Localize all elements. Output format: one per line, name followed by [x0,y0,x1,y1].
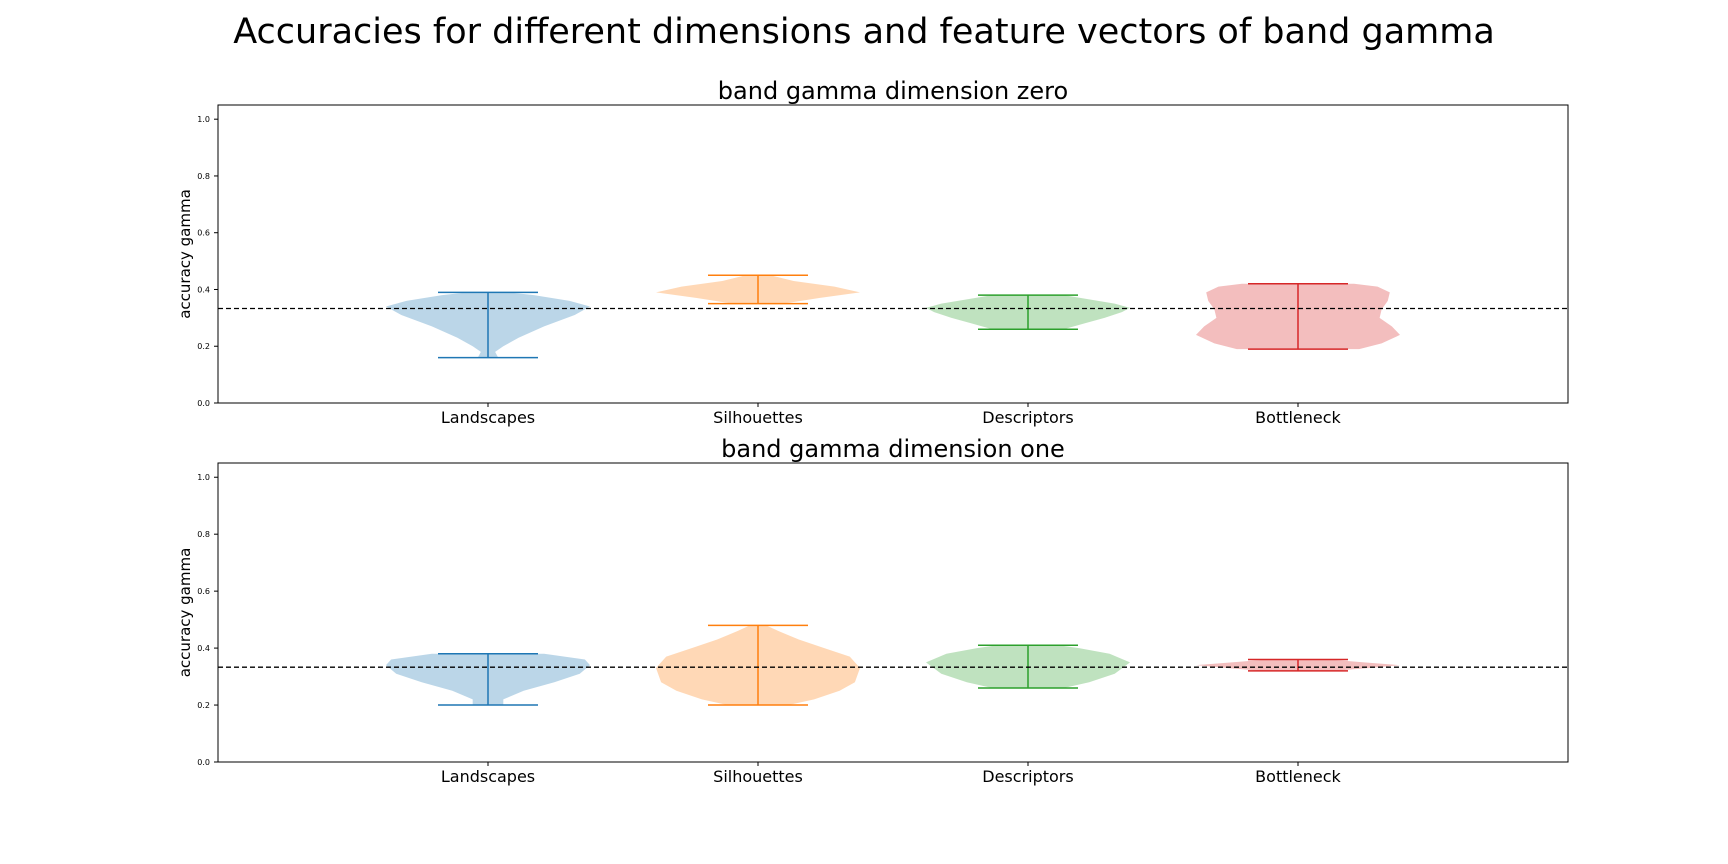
x-tick-label: Landscapes [441,767,535,786]
y-tick-label: 0.6 [197,587,210,596]
y-axis-label: accuracy gamma [176,548,194,678]
y-tick-label: 0.8 [197,172,210,181]
x-tick-label: Descriptors [982,408,1073,427]
y-axis-label: accuracy gamma [176,189,194,319]
y-tick-label: 0.6 [197,229,210,238]
x-tick-label: Landscapes [441,408,535,427]
y-tick-label: 0.4 [197,285,210,294]
plot-frame [217,462,1569,763]
x-tick-label: Bottleneck [1255,408,1341,427]
y-tick-label: 0.8 [197,530,210,539]
figure-title: Accuracies for different dimensions and … [233,12,1495,52]
y-tick-label: 0.0 [197,399,210,408]
subplot-title: band gamma dimension zero [718,77,1068,105]
x-tick-label: Silhouettes [713,767,803,786]
y-tick-label: 1.0 [197,115,210,124]
y-tick-label: 0.4 [197,644,210,653]
subplot-title: band gamma dimension one [721,435,1065,463]
x-tick-label: Bottleneck [1255,767,1341,786]
plot-frame [217,104,1569,404]
y-tick-label: 0.2 [197,701,210,710]
x-tick-label: Silhouettes [713,408,803,427]
y-tick-label: 1.0 [197,473,210,482]
y-tick-label: 0.2 [197,342,210,351]
x-tick-label: Descriptors [982,767,1073,786]
y-tick-label: 0.0 [197,758,210,767]
